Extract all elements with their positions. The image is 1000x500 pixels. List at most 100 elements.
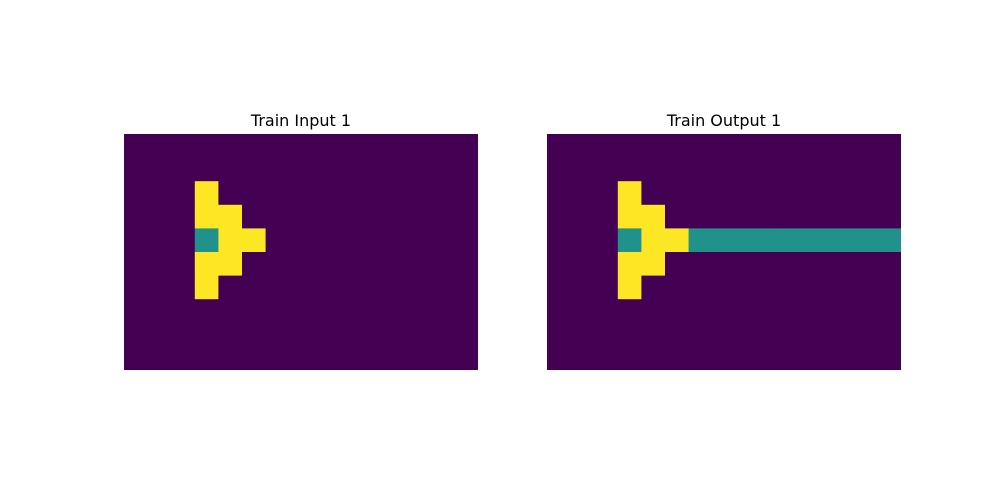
grid-cell	[665, 275, 689, 300]
grid-cell	[360, 322, 384, 347]
grid-cell	[830, 157, 855, 182]
grid-cell	[665, 346, 689, 370]
grid-cell	[171, 275, 196, 300]
grid-cell	[712, 204, 737, 229]
grid-cell	[547, 181, 571, 206]
grid-cell	[289, 204, 314, 229]
grid-cell	[806, 275, 831, 300]
grid-cell	[806, 322, 831, 347]
grid-cell	[830, 181, 855, 206]
grid-cell	[688, 252, 713, 276]
grid-cell	[171, 346, 196, 370]
grid-cell	[783, 228, 807, 253]
grid-cell	[289, 322, 314, 347]
grid-cell	[383, 181, 408, 206]
grid-cell	[360, 228, 384, 253]
grid-cell	[688, 322, 713, 347]
grid-cell	[430, 134, 455, 158]
grid-cell	[806, 204, 831, 229]
grid-cell	[759, 275, 784, 300]
grid-cell	[383, 204, 408, 229]
grid-cell	[336, 204, 361, 229]
grid-cell	[383, 299, 408, 324]
grid-cell	[265, 228, 290, 253]
grid-cell	[147, 181, 172, 206]
grid-cell	[712, 181, 737, 206]
grid-cell	[407, 322, 432, 347]
grid-cell	[594, 134, 619, 158]
grid-cell	[430, 275, 455, 300]
grid-cell	[783, 157, 807, 182]
grid-cell	[147, 204, 172, 229]
grid-cell	[407, 157, 432, 182]
grid-cell	[712, 275, 737, 300]
grid-cell	[617, 322, 642, 347]
grid-cell	[171, 228, 196, 253]
grid-cell	[289, 252, 314, 276]
grid-cell	[336, 228, 361, 253]
grid-cell	[171, 322, 196, 347]
grid-cell	[853, 228, 878, 253]
grid-cell	[830, 322, 855, 347]
grid-cell	[853, 275, 878, 300]
grid-cell	[547, 228, 571, 253]
grid-cell	[570, 228, 595, 253]
grid-cell	[383, 346, 408, 370]
grid-cell	[430, 228, 455, 253]
grid-cell	[830, 275, 855, 300]
grid-cell	[877, 346, 901, 370]
grid-cell	[853, 204, 878, 229]
grid-cell	[312, 252, 337, 276]
grid-cell	[712, 299, 737, 324]
grid-cell	[124, 346, 148, 370]
grid-cell	[218, 346, 243, 370]
grid-cell	[171, 299, 196, 324]
grid-cell	[783, 275, 807, 300]
train-input-grid	[124, 134, 478, 370]
grid-cell	[147, 252, 172, 276]
grid-cell	[735, 228, 760, 253]
grid-cell	[853, 252, 878, 276]
grid-cell	[265, 134, 290, 158]
grid-cell	[454, 252, 478, 276]
grid-cell	[712, 157, 737, 182]
grid-cell	[147, 299, 172, 324]
grid-cell	[712, 322, 737, 347]
grid-cell	[617, 181, 642, 206]
train-input-panel: Train Input 1	[124, 108, 478, 370]
grid-cell	[641, 252, 666, 276]
grid-cell	[430, 181, 455, 206]
grid-cell	[383, 157, 408, 182]
grid-cell	[218, 275, 243, 300]
grid-cell	[735, 346, 760, 370]
grid-cell	[242, 252, 266, 276]
grid-cell	[218, 252, 243, 276]
grid-cell	[312, 275, 337, 300]
grid-cell	[735, 322, 760, 347]
grid-cell	[617, 228, 642, 253]
grid-cell	[147, 228, 172, 253]
grid-cell	[147, 322, 172, 347]
grid-cell	[688, 204, 713, 229]
grid-cell	[242, 204, 266, 229]
grid-cell	[124, 181, 148, 206]
grid-cell	[712, 134, 737, 158]
grid-cell	[665, 157, 689, 182]
grid-cell	[242, 157, 266, 182]
grid-cell	[171, 134, 196, 158]
grid-cell	[360, 204, 384, 229]
grid-cell	[759, 157, 784, 182]
grid-cell	[124, 275, 148, 300]
grid-cell	[570, 346, 595, 370]
grid-cell	[594, 322, 619, 347]
grid-cell	[218, 157, 243, 182]
grid-cell	[547, 134, 571, 158]
grid-cell	[783, 181, 807, 206]
grid-cell	[242, 134, 266, 158]
grid-cell	[242, 181, 266, 206]
grid-cell	[617, 346, 642, 370]
grid-cell	[806, 299, 831, 324]
grid-cell	[407, 228, 432, 253]
grid-cell	[665, 252, 689, 276]
grid-cell	[853, 157, 878, 182]
